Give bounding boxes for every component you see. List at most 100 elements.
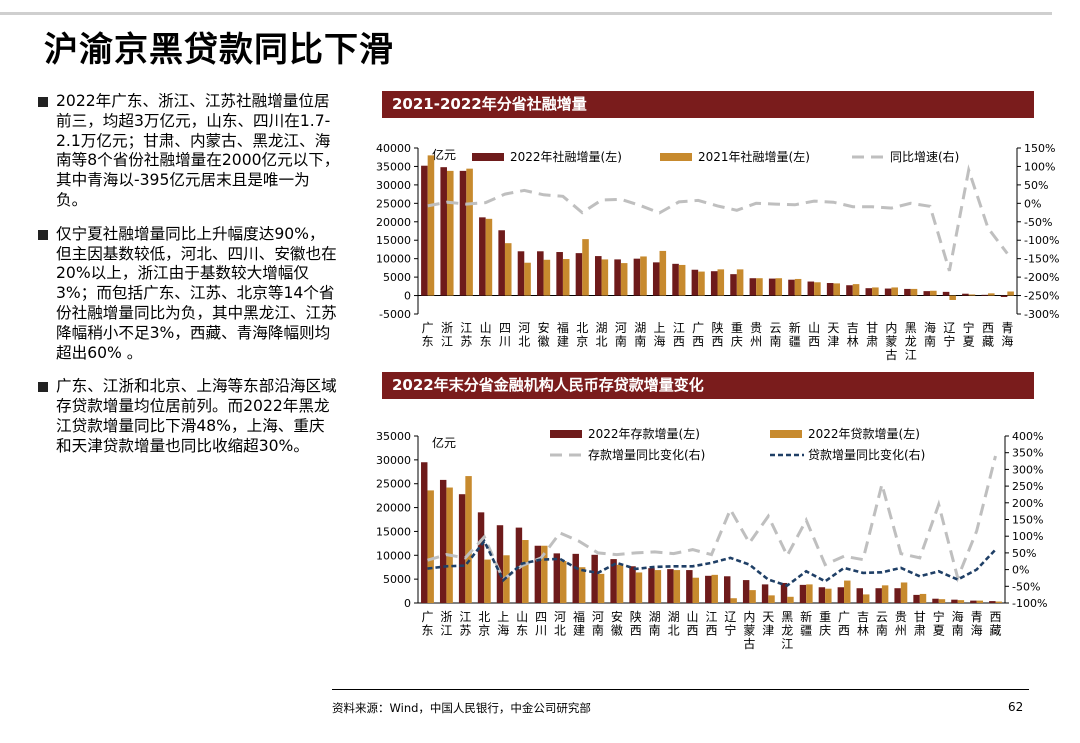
bar xyxy=(477,512,485,603)
bar xyxy=(686,570,693,603)
bar xyxy=(635,572,643,603)
bar xyxy=(515,527,523,603)
category-label: 安徽 xyxy=(611,609,623,638)
category-label: 上海 xyxy=(654,321,666,349)
bar xyxy=(872,287,879,296)
bar xyxy=(970,600,977,603)
bar xyxy=(957,600,965,603)
category-label: 山东 xyxy=(480,321,492,349)
bar xyxy=(881,585,889,603)
legend-swatch xyxy=(770,430,802,438)
bar xyxy=(421,165,428,296)
category-label: 广西 xyxy=(692,321,704,349)
category-label: 江苏 xyxy=(460,321,472,349)
bar xyxy=(730,598,737,603)
category-label: 湖南 xyxy=(634,320,646,349)
left-tick-label: -5000 xyxy=(379,308,411,321)
right-tick-label: 200% xyxy=(1012,497,1043,510)
right-tick-label: -100% xyxy=(1024,234,1059,247)
category-label: 甘肃 xyxy=(914,610,926,638)
bar xyxy=(989,601,996,603)
bar xyxy=(484,559,491,603)
category-label: 天津 xyxy=(827,321,839,349)
bar xyxy=(775,278,783,296)
bullet-square-icon xyxy=(38,229,48,240)
bar xyxy=(938,599,946,603)
right-tick-label: 0% xyxy=(1012,564,1029,577)
bar xyxy=(710,271,718,296)
right-tick-label: -300% xyxy=(1024,308,1059,321)
bullet-item: 2022年广东、浙江、江苏社融增量位居前三，均超3万亿元，山东、四川在1.7-2… xyxy=(38,92,340,211)
bar xyxy=(852,284,860,296)
bar xyxy=(742,580,750,603)
bar xyxy=(932,598,939,603)
category-label: 安徽 xyxy=(538,320,550,349)
bar xyxy=(601,259,609,296)
category-label: 广东 xyxy=(421,610,433,638)
right-tick-label: -50% xyxy=(1012,580,1040,593)
bar xyxy=(865,288,873,296)
bar xyxy=(730,274,737,296)
bar xyxy=(910,288,918,296)
bar xyxy=(504,243,512,296)
right-tick-label: 300% xyxy=(1012,463,1043,476)
category-label: 河南 xyxy=(615,321,627,349)
bullet-item: 仅宁夏社融增量同比上升幅度达90%，但主因基数较低，河北、四川、安徽也在20%以… xyxy=(38,225,340,364)
right-tick-label: 250% xyxy=(1012,480,1043,493)
bar xyxy=(904,288,911,296)
bar xyxy=(633,258,641,296)
bar xyxy=(799,584,807,603)
bar xyxy=(837,587,845,603)
bar xyxy=(572,553,579,603)
bar xyxy=(446,170,454,296)
bar xyxy=(652,262,660,296)
bar xyxy=(496,525,504,603)
right-tick-label: 100% xyxy=(1012,530,1043,543)
series-line xyxy=(427,164,1009,272)
bar xyxy=(787,596,794,603)
bar xyxy=(479,217,486,296)
bar xyxy=(427,490,434,603)
bar xyxy=(1007,291,1014,296)
bar xyxy=(826,283,834,296)
category-label: 广东 xyxy=(422,321,434,349)
bar xyxy=(440,167,447,296)
bar xyxy=(672,263,679,296)
bullet-square-icon xyxy=(38,97,48,107)
bar xyxy=(534,545,542,603)
left-tick-label: 30000 xyxy=(376,454,411,467)
category-label: 浙江 xyxy=(441,321,453,349)
footer-divider xyxy=(332,689,1029,690)
category-label: 山西 xyxy=(808,321,820,349)
category-label: 北京 xyxy=(478,610,490,638)
unit-label: 亿元 xyxy=(432,147,456,162)
bar xyxy=(913,594,920,603)
series-line xyxy=(427,455,997,583)
bar xyxy=(923,291,931,296)
unit-label: 亿元 xyxy=(432,435,456,450)
right-tick-label: 150% xyxy=(1012,514,1043,527)
category-label: 四川 xyxy=(535,610,547,638)
left-tick-label: 35000 xyxy=(376,430,411,443)
bar xyxy=(717,269,725,296)
bar xyxy=(578,567,586,603)
bar xyxy=(988,293,995,296)
category-label: 北京 xyxy=(576,321,588,349)
bar xyxy=(591,554,598,603)
category-label: 陕西 xyxy=(630,609,642,638)
bar xyxy=(553,553,561,603)
bar xyxy=(768,595,775,603)
bar xyxy=(949,295,956,300)
bar xyxy=(582,239,589,296)
bar xyxy=(930,290,937,296)
legend-swatch xyxy=(550,430,582,438)
left-tick-label: 25000 xyxy=(376,478,411,491)
category-label: 天津 xyxy=(762,610,774,638)
page-number: 62 xyxy=(1008,700,1024,714)
category-label: 云南 xyxy=(876,610,888,638)
bar xyxy=(844,580,851,603)
bar xyxy=(498,230,505,296)
left-tick-label: 15000 xyxy=(376,525,411,538)
category-label: 海南 xyxy=(924,320,936,349)
right-tick-label: 400% xyxy=(1012,430,1043,443)
